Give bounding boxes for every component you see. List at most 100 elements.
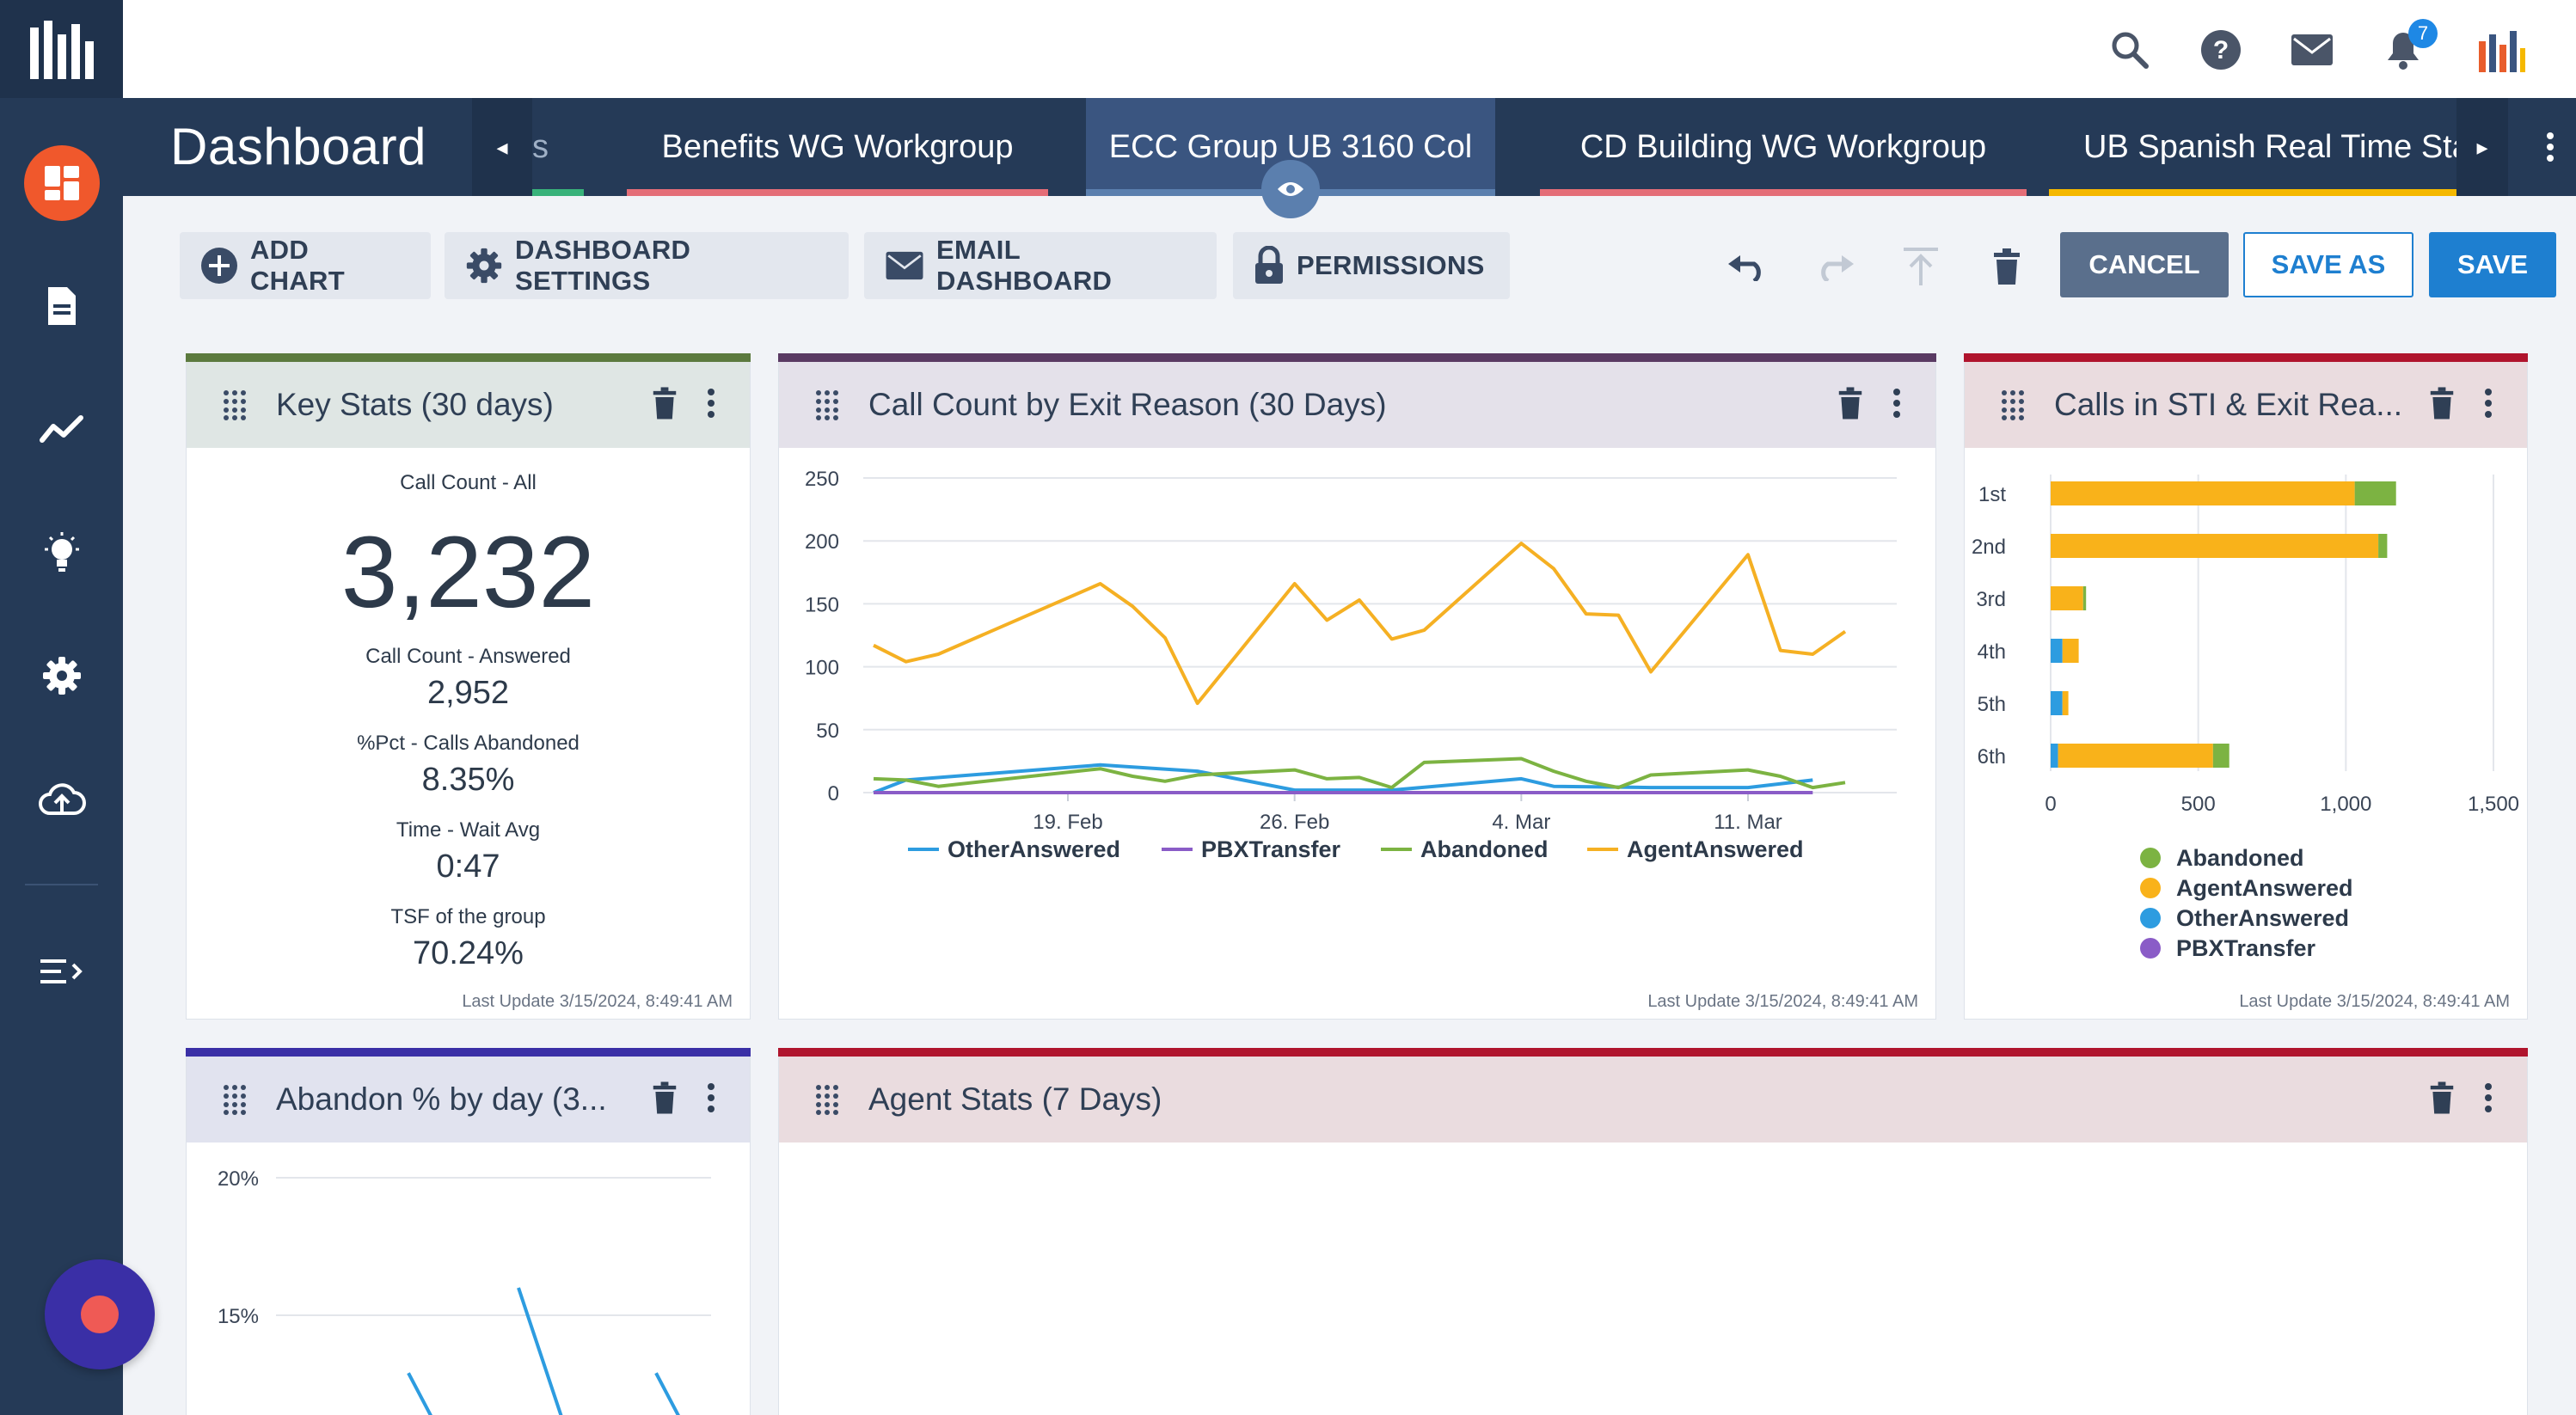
tab-scroll-right[interactable]: ▸ (2456, 98, 2508, 196)
sidebar-divider (25, 884, 98, 885)
save-button[interactable]: SAVE (2429, 232, 2556, 297)
mail-icon (2291, 34, 2333, 65)
category-label: 6th (1978, 745, 2006, 769)
widget-header: Call Count by Exit Reason (30 Days) (779, 362, 1935, 448)
y-tick-label: 20% (218, 1167, 259, 1191)
call-count-label: Call Count - All (400, 471, 537, 494)
document-icon (47, 287, 76, 325)
undo-icon (1728, 255, 1761, 281)
x-tick-label: 1,000 (2320, 793, 2371, 816)
category-label: 1st (1978, 483, 2006, 506)
search-button[interactable] (2107, 28, 2152, 72)
y-tick-label: 100 (805, 657, 839, 680)
kebab-menu-icon[interactable] (707, 388, 715, 423)
caret-right-icon: ▸ (2476, 133, 2488, 160)
call-count-line-chart: 0 50 100 150 200 250 19. Feb 26. Feb 4. Mar 11. M… (805, 468, 1897, 862)
tab-partial[interactable]: s (532, 98, 653, 196)
series-line-abandoned (873, 757, 1846, 790)
tabs-menu-button[interactable] (2524, 98, 2576, 196)
y-tick-label: 250 (805, 468, 839, 491)
kebab-menu-icon (2547, 132, 2554, 162)
x-tick-label: 4. Mar (1492, 811, 1550, 834)
legend-label: AgentAnswered (2176, 875, 2353, 901)
widget-call-count: Call Count by Exit Reason (30 Days) 0 50 1… (778, 353, 1936, 1020)
redo-button[interactable] (1811, 242, 1859, 291)
undo-button[interactable] (1723, 242, 1771, 291)
sidebar-reports[interactable] (0, 263, 123, 349)
tsf-value: 70.24% (413, 935, 524, 971)
tab-visibility-toggle[interactable] (1261, 160, 1320, 218)
notifications-button[interactable]: 7 (2381, 19, 2438, 72)
app-logo[interactable] (0, 0, 123, 98)
legend-label: Abandoned (1420, 836, 1549, 862)
gear-icon (42, 657, 81, 695)
abandoned-label: %Pct - Calls Abandoned (357, 732, 580, 755)
trash-icon[interactable] (2429, 1081, 2455, 1119)
last-update: Last Update 3/15/2024, 8:49:41 AM (1647, 992, 1918, 1011)
answered-label: Call Count - Answered (365, 645, 571, 668)
series-line-agentanswered (873, 542, 1847, 706)
sidebar-insights[interactable] (0, 510, 123, 596)
save-as-button[interactable]: SAVE AS (2243, 232, 2413, 297)
lock-icon (1254, 246, 1285, 285)
help-button[interactable]: ? (2199, 28, 2243, 72)
kebab-menu-icon[interactable] (707, 1082, 715, 1118)
legend-swatch (2140, 938, 2161, 959)
tab-cd-building[interactable]: CD Building WG Workgroup (1540, 98, 2027, 196)
tab-scroll-left[interactable]: ◂ (472, 98, 532, 196)
widget-title: Abandon % by day (3... (276, 1081, 607, 1117)
delete-dashboard-button[interactable] (1983, 242, 2031, 291)
tab-benefits[interactable]: Benefits WG Workgroup (627, 98, 1048, 196)
sidebar-upload[interactable] (0, 757, 123, 842)
drag-handle-icon[interactable] (2001, 389, 2027, 420)
series-line-otheranswered (873, 763, 1813, 794)
record-button[interactable] (45, 1259, 155, 1369)
tab-ub-spanish[interactable]: UB Spanish Real Time Stat (2049, 98, 2456, 196)
permissions-button[interactable]: PERMISSIONS (1233, 232, 1510, 299)
bar-segment-agentanswered (2062, 639, 2079, 663)
sidebar-dashboard[interactable] (0, 140, 123, 226)
caret-left-icon: ◂ (496, 133, 508, 160)
sidebar-settings[interactable] (0, 633, 123, 719)
x-tick-label: 26. Feb (1260, 811, 1329, 834)
dashboard-tab-bar: Dashboard ◂ s Benefits WG Workgroup ECC … (123, 98, 2576, 196)
widget-abandon-pct: Abandon % by day (3... 20% 15% (186, 1048, 751, 1415)
trash-icon[interactable] (652, 1081, 678, 1119)
legend-swatch (2140, 908, 2161, 928)
kebab-menu-icon[interactable] (2484, 1082, 2493, 1118)
sidebar-expand[interactable] (0, 928, 123, 1014)
widget-agent-stats: Agent Stats (7 Days) (778, 1048, 2528, 1415)
kebab-menu-icon[interactable] (1892, 388, 1901, 423)
legend-label: Abandoned (2176, 845, 2304, 871)
eye-icon (1278, 182, 1303, 196)
drag-handle-icon[interactable] (223, 389, 248, 420)
bars-logo-icon (29, 21, 94, 79)
drag-handle-icon[interactable] (815, 389, 841, 420)
cancel-button[interactable]: CANCEL (2060, 232, 2229, 297)
wait-label: Time - Wait Avg (396, 818, 541, 842)
kebab-menu-icon[interactable] (2484, 388, 2493, 423)
user-avatar[interactable] (2475, 28, 2527, 72)
trash-icon[interactable] (1837, 386, 1863, 425)
lightbulb-icon (44, 532, 79, 572)
x-tick-label: 11. Mar (1714, 811, 1782, 834)
legend-label: OtherAnswered (948, 836, 1120, 862)
left-sidebar (0, 0, 123, 1415)
add-chart-button[interactable]: ADD CHART (180, 232, 431, 299)
drag-handle-icon[interactable] (815, 1084, 841, 1115)
email-dashboard-button[interactable]: EMAIL DASHBOARD (864, 232, 1217, 299)
bar-segment-agentanswered (2051, 534, 2379, 558)
mail-button[interactable] (2290, 28, 2334, 72)
top-bar: ? 7 (123, 0, 2576, 98)
trash-icon (1994, 248, 2020, 285)
bar-segment-otheranswered (2051, 744, 2058, 768)
trash-icon[interactable] (652, 386, 678, 425)
widget-title: Key Stats (30 days) (276, 387, 554, 422)
help-icon: ? (2201, 30, 2241, 70)
sidebar-trends[interactable] (0, 387, 123, 473)
widget-header: Abandon % by day (3... (187, 1057, 750, 1142)
trash-icon[interactable] (2429, 386, 2455, 425)
dashboard-settings-button[interactable]: DASHBOARD SETTINGS (445, 232, 849, 299)
move-top-button[interactable] (1897, 242, 1945, 291)
drag-handle-icon[interactable] (223, 1084, 248, 1115)
